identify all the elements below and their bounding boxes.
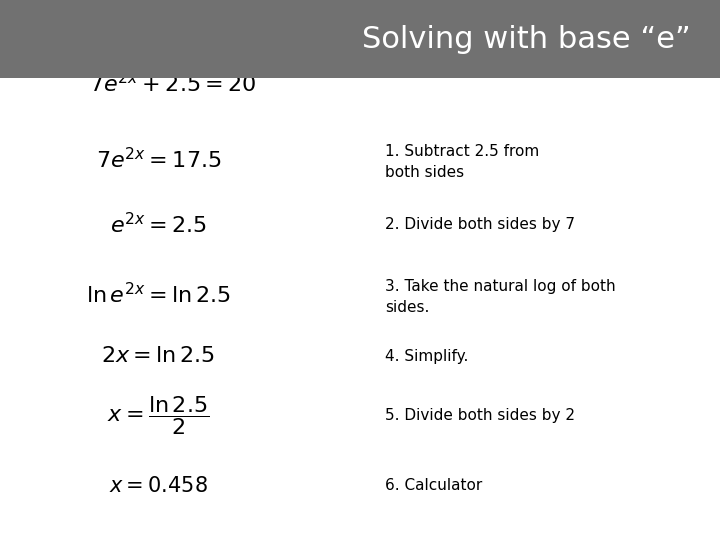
Text: $2x = \ln 2.5$: $2x = \ln 2.5$: [102, 346, 215, 367]
Text: $7e^{2x} + 2.5 = 20$: $7e^{2x} + 2.5 = 20$: [89, 71, 256, 96]
Text: 5. Divide both sides by 2: 5. Divide both sides by 2: [385, 408, 575, 423]
Text: $e^{2x} = 2.5$: $e^{2x} = 2.5$: [110, 212, 207, 237]
Text: 3. Take the natural log of both
sides.: 3. Take the natural log of both sides.: [385, 279, 616, 315]
Text: $7e^{2x} = 17.5$: $7e^{2x} = 17.5$: [96, 147, 221, 172]
Text: 1. Subtract 2.5 from
both sides: 1. Subtract 2.5 from both sides: [385, 144, 539, 180]
Text: 4. Simplify.: 4. Simplify.: [385, 349, 469, 364]
Text: $x = 0.458$: $x = 0.458$: [109, 476, 208, 496]
Text: Solving with base “e”: Solving with base “e”: [362, 25, 691, 53]
FancyBboxPatch shape: [0, 0, 720, 78]
Text: 6. Calculator: 6. Calculator: [385, 478, 482, 494]
Text: $x = \dfrac{\ln 2.5}{2}$: $x = \dfrac{\ln 2.5}{2}$: [107, 394, 210, 437]
Text: 2. Divide both sides by 7: 2. Divide both sides by 7: [385, 217, 575, 232]
Text: $\ln e^{2x} = \ln 2.5$: $\ln e^{2x} = \ln 2.5$: [86, 282, 231, 307]
